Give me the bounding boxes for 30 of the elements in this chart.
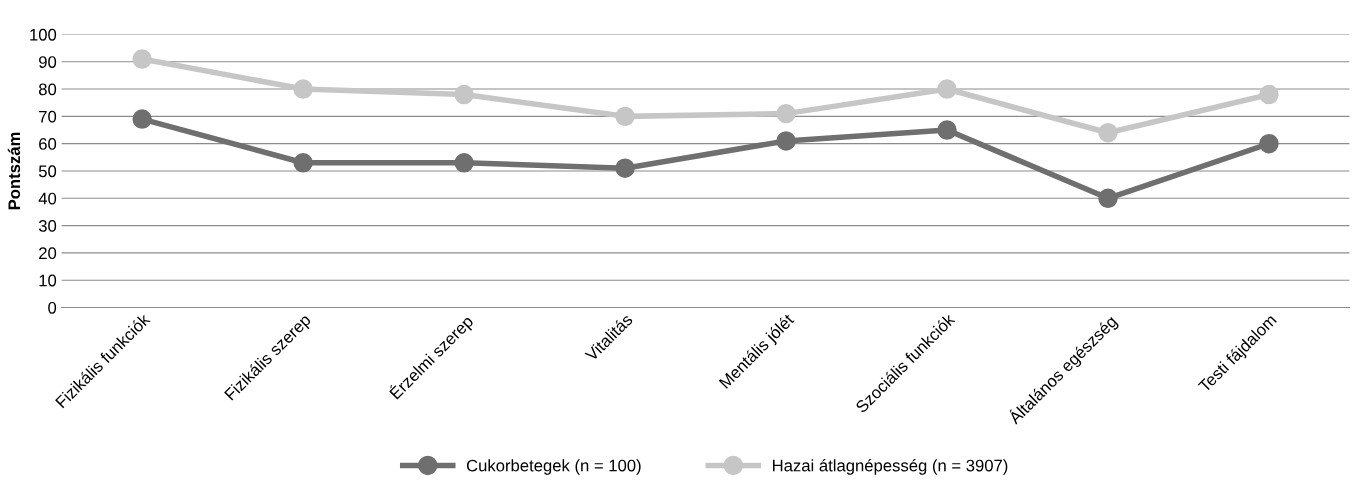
- point: [1259, 133, 1279, 154]
- y-tick-label: 100: [30, 28, 57, 41]
- point: [132, 109, 152, 129]
- point: [454, 153, 474, 173]
- point: [293, 79, 313, 99]
- y-tick-label: 20: [39, 247, 57, 260]
- point: [454, 84, 474, 105]
- point: [615, 158, 635, 178]
- y-tick-label: 40: [38, 192, 57, 205]
- point: [615, 106, 635, 127]
- legend-label: Cukorbetegek (n = 100): [466, 459, 641, 475]
- point: [937, 120, 957, 140]
- point: [132, 49, 152, 69]
- y-tick-label: 60: [39, 138, 57, 150]
- y-tick-label: 10: [39, 274, 57, 287]
- y-tick-label: 0: [48, 301, 57, 314]
- y-axis-title: Pontszám: [7, 132, 21, 210]
- y-tick-label: 50: [38, 165, 57, 178]
- point: [1098, 123, 1118, 143]
- y-tick-label: 30: [38, 219, 57, 232]
- y-tick-label: 80: [38, 83, 57, 96]
- point: [776, 103, 796, 124]
- y-tick-label: 70: [39, 110, 57, 123]
- legend-label: Hazai átlagnépesség (n = 3907): [773, 459, 1008, 475]
- point: [1098, 188, 1118, 208]
- point: [293, 153, 313, 173]
- point: [1259, 84, 1279, 105]
- y-tick-label: 90: [39, 56, 57, 68]
- point: [776, 131, 796, 151]
- point: [937, 79, 957, 99]
